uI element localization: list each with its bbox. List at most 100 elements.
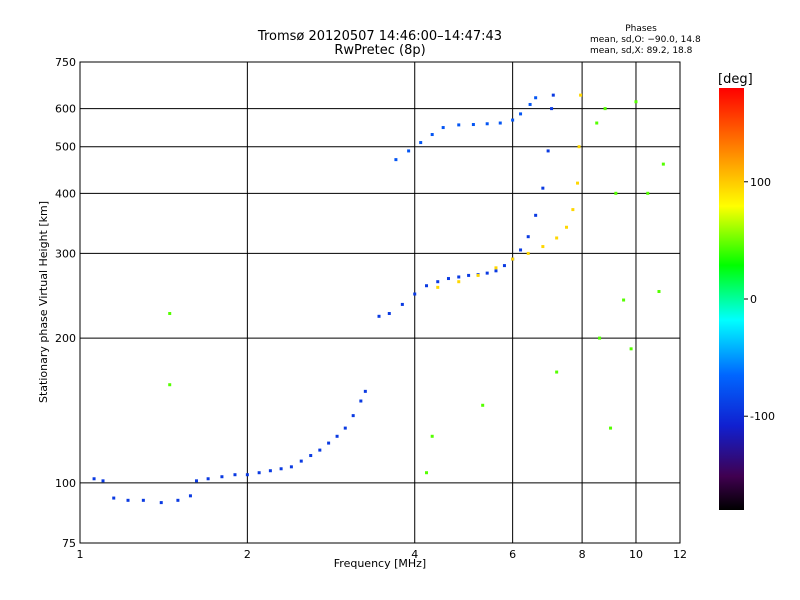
data-point — [541, 186, 545, 190]
phases-heading: Phases — [625, 24, 657, 34]
data-point — [377, 314, 381, 318]
data-point — [502, 264, 506, 268]
data-point — [555, 370, 559, 374]
data-point — [400, 302, 404, 306]
data-point — [351, 414, 355, 418]
data-point — [430, 133, 434, 137]
data-point — [279, 467, 283, 471]
data-point — [436, 280, 440, 284]
data-point — [176, 498, 180, 502]
data-point — [268, 469, 272, 473]
x-axis-label: Frequency [MHz] — [334, 557, 426, 570]
data-point — [485, 271, 489, 275]
data-point — [577, 145, 581, 149]
data-point — [101, 479, 105, 483]
series-x-mode-trace — [436, 93, 583, 289]
chart-subtitle: RwPretec (8p) — [334, 43, 425, 58]
series-o-mode-e-region — [92, 389, 367, 505]
data-point — [467, 273, 471, 277]
data-point — [446, 277, 450, 281]
colorbar: [deg] 100 0 -100 — [718, 72, 775, 510]
x-tick-label: 1 — [77, 548, 84, 561]
data-point — [498, 121, 502, 125]
data-point — [565, 225, 569, 229]
data-point — [335, 434, 339, 438]
data-point — [413, 292, 417, 296]
data-point — [485, 122, 489, 126]
data-point — [634, 100, 638, 104]
data-point — [519, 248, 523, 252]
y-tick-label: 200 — [55, 332, 76, 345]
data-point — [526, 235, 530, 239]
data-point — [327, 441, 331, 445]
colorbar-gradient — [719, 88, 744, 510]
plot-frame — [79, 61, 681, 544]
data-point — [425, 284, 429, 288]
data-point — [112, 496, 116, 500]
x-tick-label: 2 — [244, 548, 251, 561]
data-point — [511, 118, 515, 122]
data-point — [657, 289, 661, 293]
data-point — [188, 494, 192, 498]
data-point — [457, 280, 461, 284]
colorbar-tick-label: -100 — [750, 410, 775, 423]
data-point — [571, 208, 575, 212]
data-point — [579, 93, 583, 97]
data-point — [457, 275, 461, 279]
y-tick-label: 100 — [55, 477, 76, 490]
series-scatter — [168, 100, 665, 475]
data-point — [609, 426, 613, 430]
data-point — [622, 298, 626, 302]
data-point — [233, 473, 237, 477]
data-point — [436, 285, 440, 289]
data-point — [299, 459, 303, 463]
phases-line-x: mean, sd,X: 89.2, 18.8 — [590, 46, 693, 56]
x-tick-label: 10 — [629, 548, 643, 561]
data-point — [194, 479, 198, 483]
data-point — [318, 448, 322, 452]
data-point — [534, 213, 538, 217]
data-point — [309, 454, 313, 458]
data-point — [471, 123, 475, 127]
data-point — [494, 266, 498, 270]
x-tick-label: 12 — [673, 548, 687, 561]
data-point — [598, 336, 602, 340]
data-point — [494, 269, 498, 273]
y-axis-label: Stationary phase Virtual Height [km] — [37, 201, 50, 403]
data-point — [425, 471, 429, 475]
x-tick-label: 4 — [411, 548, 418, 561]
data-point — [359, 399, 363, 403]
chart-title: Tromsø 20120507 14:46:00–14:47:43 — [257, 29, 502, 44]
colorbar-ticks: 100 0 -100 — [744, 176, 775, 423]
data-point — [614, 191, 618, 195]
series-o-mode-f2-upper — [394, 96, 538, 162]
data-point — [126, 498, 130, 502]
data-point — [546, 149, 550, 153]
data-point — [206, 477, 210, 481]
data-point — [257, 471, 261, 475]
data-point — [419, 141, 423, 145]
x-tick-label: 6 — [509, 548, 516, 561]
data-point — [430, 434, 434, 438]
colorbar-label: [deg] — [718, 72, 753, 87]
data-point — [245, 473, 249, 477]
colorbar-tick-label: 100 — [750, 176, 771, 189]
data-point — [629, 347, 633, 351]
series-o-mode-f1-region — [377, 93, 555, 318]
data-point — [603, 107, 607, 111]
data-point — [551, 93, 555, 97]
data-point — [476, 273, 480, 277]
data-point — [220, 475, 224, 479]
y-tick-label: 500 — [55, 141, 76, 154]
data-point — [343, 426, 347, 430]
data-point — [541, 245, 545, 249]
data-point — [595, 121, 599, 125]
data-point — [168, 312, 172, 316]
data-point — [387, 312, 391, 316]
y-tick-label: 400 — [55, 187, 76, 200]
data-point — [661, 162, 665, 166]
data-point — [526, 251, 530, 255]
data-point — [141, 498, 145, 502]
x-tick-labels: 1 2 4 6 8 10 12 — [77, 548, 688, 561]
